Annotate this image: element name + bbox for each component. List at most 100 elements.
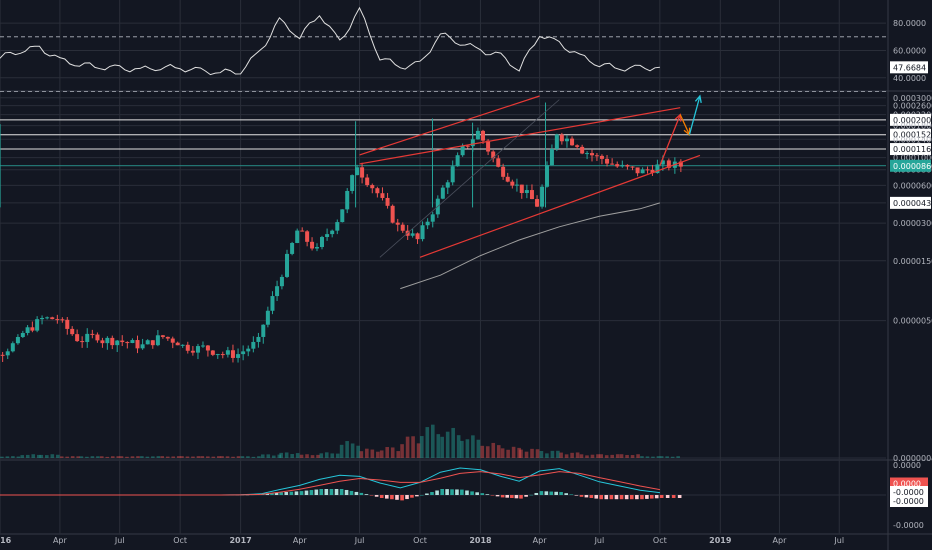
volume-bar xyxy=(579,454,584,458)
candle-body xyxy=(445,182,450,188)
volume-bar xyxy=(25,454,30,458)
macd-histogram-bar xyxy=(505,495,510,498)
candle-body xyxy=(20,332,25,337)
channel-line[interactable] xyxy=(359,95,540,156)
candle-body xyxy=(355,167,360,176)
macd-histogram-bar xyxy=(435,490,439,495)
price-panel[interactable] xyxy=(0,94,886,458)
volume-bar xyxy=(79,456,84,458)
macd-histogram-bar xyxy=(490,495,495,496)
macd-histogram-bar xyxy=(299,491,304,495)
candle-body xyxy=(410,233,415,236)
candle-body xyxy=(279,276,284,287)
candle-body xyxy=(246,348,251,352)
macd-histogram-bar xyxy=(265,493,270,495)
candle-body xyxy=(491,151,496,159)
channel-midline xyxy=(379,99,560,258)
macd-histogram-bar xyxy=(344,489,349,495)
candle-body xyxy=(95,334,100,341)
candle-body xyxy=(594,155,599,157)
volume-bar xyxy=(440,436,444,458)
macd-histogram-bar xyxy=(309,490,314,495)
macd-histogram-bar xyxy=(654,495,659,499)
volume-bar xyxy=(105,456,110,458)
volume-bar xyxy=(550,450,555,458)
projection-segment[interactable] xyxy=(688,95,701,135)
candle-body xyxy=(265,310,270,325)
macd-y-tick-label: 0.0000 xyxy=(893,461,921,470)
candle-body xyxy=(564,138,569,142)
macd-histogram-bar xyxy=(440,489,444,495)
candle-body xyxy=(270,296,275,311)
volume-bar xyxy=(630,455,635,458)
rsi-panel xyxy=(0,6,886,92)
candle-body xyxy=(514,184,519,186)
candle-body xyxy=(55,319,60,321)
macd-histogram-bar xyxy=(284,492,289,495)
volume-bar xyxy=(5,456,10,458)
macd-histogram-bar xyxy=(524,495,528,497)
channel-line[interactable] xyxy=(359,107,681,165)
channel-line[interactable] xyxy=(419,154,701,258)
volume-bar xyxy=(636,454,640,458)
candle-body xyxy=(220,354,225,356)
volume-bar xyxy=(96,456,100,458)
volume-bar xyxy=(324,452,329,458)
macd-histogram-bar xyxy=(430,492,434,495)
volume-bar xyxy=(385,447,390,458)
current-price-tag xyxy=(890,159,931,172)
macd-histogram-bar xyxy=(364,494,369,495)
candle-body xyxy=(365,177,370,186)
volume-bar xyxy=(257,456,261,458)
candle-body xyxy=(170,338,175,343)
volume-bar xyxy=(436,434,441,458)
volume-bar xyxy=(590,454,595,458)
candle-body xyxy=(115,340,120,346)
candle-body xyxy=(640,169,645,174)
macd-histogram-bar xyxy=(609,495,614,500)
candle-body xyxy=(150,340,155,346)
volume-bar xyxy=(125,456,129,458)
volume-bar xyxy=(411,436,415,458)
macd-histogram-bar xyxy=(569,494,574,495)
price-level-label: 0.00004349 xyxy=(893,199,932,208)
volume-bar xyxy=(176,456,181,458)
volume-bar xyxy=(339,444,344,458)
candle-body xyxy=(90,333,95,335)
candle-body xyxy=(190,350,195,353)
candle-body xyxy=(80,341,85,343)
projection-segment[interactable] xyxy=(659,114,681,167)
macd-histogram-bar xyxy=(400,495,404,501)
macd-histogram-bar xyxy=(594,495,599,499)
candle-body xyxy=(455,155,460,167)
candle-body xyxy=(15,336,20,344)
candle-body xyxy=(241,351,246,355)
volume-bar xyxy=(45,455,49,458)
volume-bar xyxy=(0,456,4,458)
macd-histogram-bar xyxy=(425,493,429,495)
volume-bar xyxy=(290,454,294,458)
volume-bar xyxy=(156,456,161,458)
candle-body xyxy=(370,185,375,189)
candle-body xyxy=(215,354,220,356)
macd-histogram-bar xyxy=(544,491,549,495)
candle-body xyxy=(360,167,365,178)
candle-body xyxy=(195,346,200,353)
volume-bar xyxy=(350,443,355,458)
candle-body xyxy=(45,317,50,319)
candle-body xyxy=(575,145,580,147)
price-y-tick-label: 0.00003000 xyxy=(893,219,932,228)
projection-segment[interactable] xyxy=(679,114,691,135)
macd-histogram-bar xyxy=(624,495,629,500)
volume-bar xyxy=(659,456,664,458)
price-y-tick-label: 0.00014000 xyxy=(893,135,932,144)
volume-bar xyxy=(625,454,629,458)
candle-body xyxy=(160,335,165,337)
macd-histogram-bar xyxy=(339,489,344,495)
macd-histogram-bar xyxy=(640,495,644,500)
candle-body xyxy=(425,221,430,226)
volume-bar xyxy=(196,456,201,458)
macd-histogram-bar xyxy=(480,493,485,495)
